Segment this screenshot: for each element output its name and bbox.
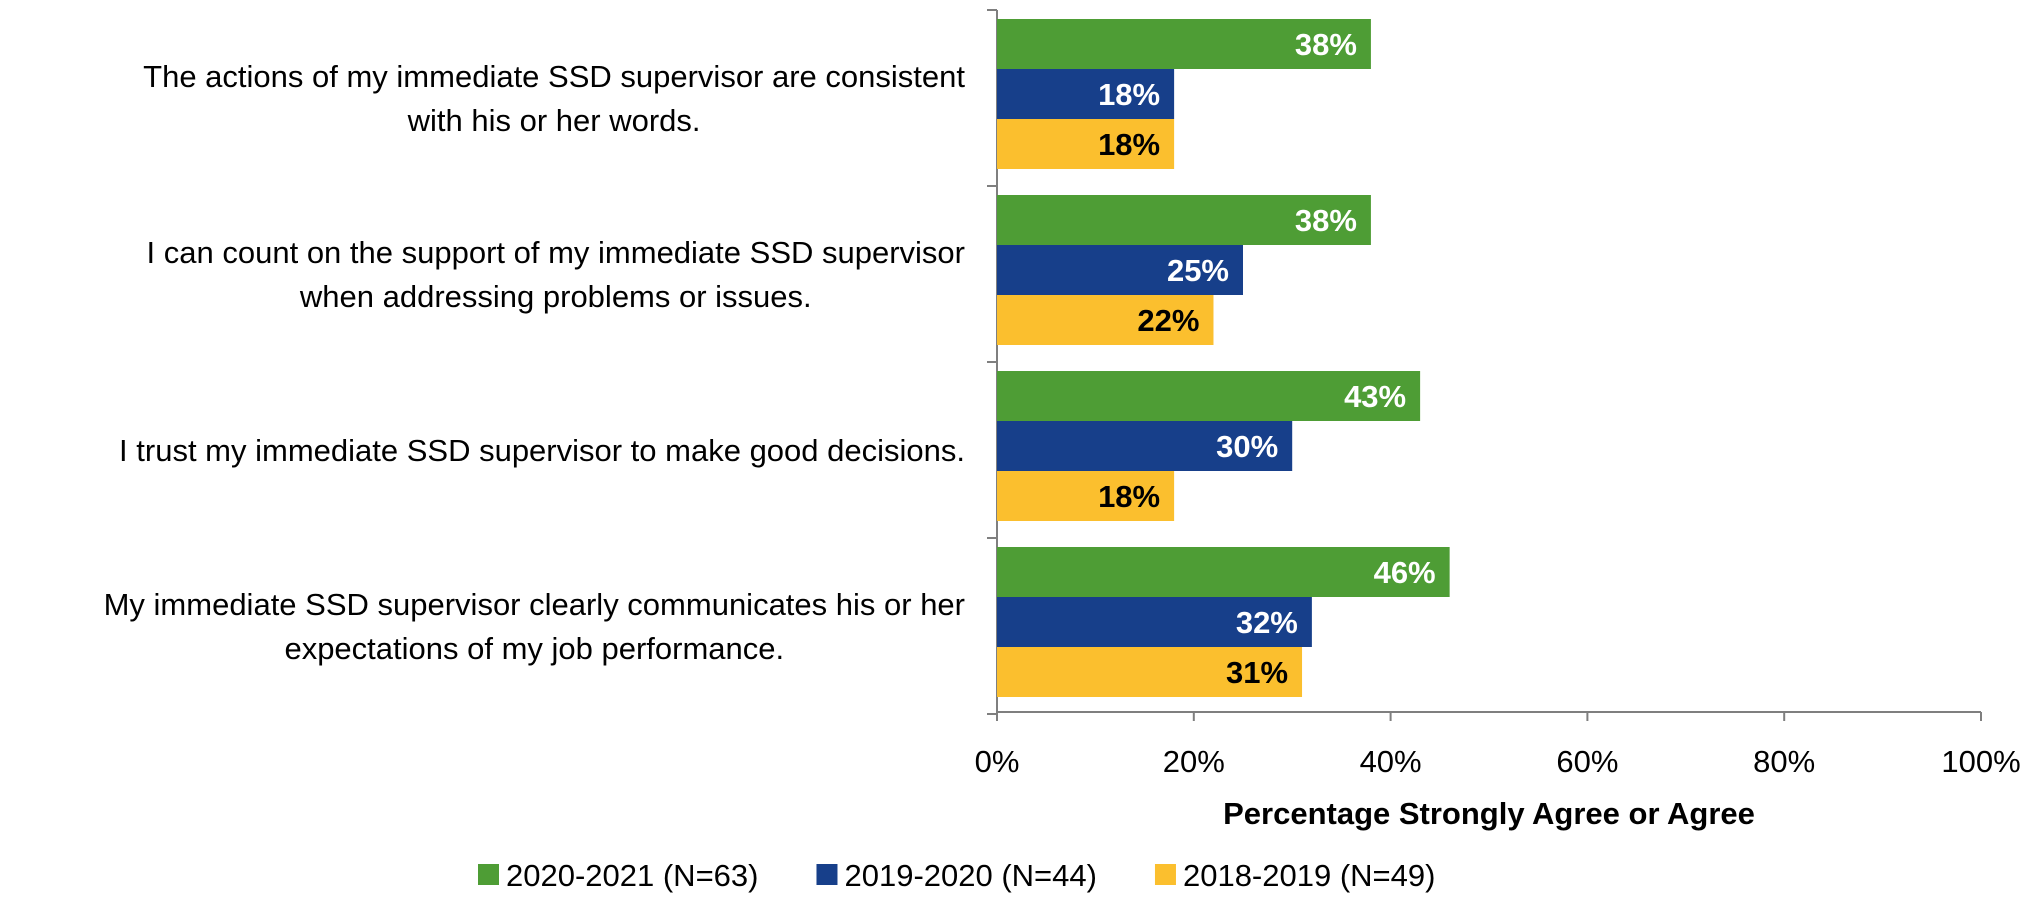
legend-item: 2019-2020 (N=44) (816, 858, 1097, 893)
legend-swatch (816, 864, 838, 885)
category-labels: The actions of my immediate SSD supervis… (104, 59, 966, 666)
bar (997, 371, 1421, 421)
legend-label: 2019-2020 (N=44) (844, 858, 1096, 893)
data-label: 32% (1236, 605, 1298, 640)
legend-label: 2018-2019 (N=49) (1183, 858, 1435, 893)
data-label: 38% (1295, 203, 1357, 238)
bar (997, 471, 1175, 521)
x-tick-label: 20% (1163, 744, 1225, 779)
category-label: My immediate SSD supervisor clearly comm… (104, 587, 965, 622)
bars: 38% 18% 18% 38% 25% 22% 43% 30% 18% 46% 32% 31% (997, 19, 1450, 697)
bar (997, 295, 1214, 345)
x-tick-label: 80% (1753, 744, 1815, 779)
data-label: 30% (1216, 429, 1278, 464)
bar (997, 647, 1303, 697)
x-tick-labels: 0% 20% 40% 60% 80% 100% (975, 744, 2021, 779)
data-label: 31% (1226, 655, 1288, 690)
x-tick-label: 100% (1941, 744, 2020, 779)
legend-item: 2018-2019 (N=49) (1154, 858, 1435, 893)
category-label: The actions of my immediate SSD supervis… (143, 59, 965, 94)
legend-swatch (1154, 864, 1176, 885)
data-label: 18% (1098, 127, 1160, 162)
x-axis-title: Percentage Strongly Agree or Agree (1223, 796, 1755, 831)
data-label: 22% (1137, 303, 1199, 338)
bar (997, 195, 1371, 245)
legend-item: 2020-2021 (N=63) (478, 858, 758, 893)
x-tick-label: 60% (1556, 744, 1618, 779)
bar (997, 19, 1371, 69)
category-label: when addressing problems or issues. (299, 279, 812, 314)
legend: 2020-2021 (N=63) 2019-2020 (N=44) 2018-201… (478, 858, 1435, 893)
legend-label: 2020-2021 (N=63) (506, 858, 758, 893)
bar (997, 597, 1312, 647)
category-label: with his or her words. (407, 103, 701, 138)
category-label: I can count on the support of my immedia… (147, 235, 965, 270)
x-tick-label: 0% (975, 744, 1020, 779)
legend-swatch (478, 864, 499, 885)
bar (997, 119, 1175, 169)
bar (997, 547, 1450, 597)
x-tick-label: 40% (1360, 744, 1422, 779)
bar (997, 421, 1293, 471)
data-label: 46% (1374, 555, 1436, 590)
bar (997, 245, 1243, 295)
bar (997, 69, 1175, 119)
data-label: 18% (1098, 479, 1160, 514)
data-label: 43% (1344, 379, 1406, 414)
data-label: 25% (1167, 253, 1229, 288)
category-label: expectations of my job performance. (284, 631, 784, 666)
category-label: I trust my immediate SSD supervisor to m… (119, 433, 965, 468)
data-label: 18% (1098, 77, 1160, 112)
data-label: 38% (1295, 27, 1357, 62)
